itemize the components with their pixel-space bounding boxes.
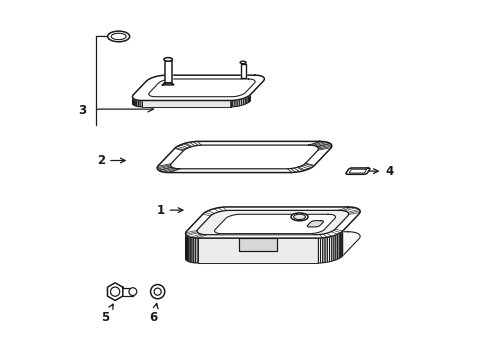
Circle shape (110, 287, 120, 296)
Polygon shape (341, 231, 342, 257)
Polygon shape (133, 98, 134, 105)
Polygon shape (329, 237, 331, 262)
Polygon shape (246, 96, 248, 103)
Polygon shape (132, 75, 264, 100)
Polygon shape (195, 238, 197, 263)
Polygon shape (164, 61, 171, 83)
Ellipse shape (293, 214, 305, 220)
Polygon shape (249, 95, 250, 102)
Text: 4: 4 (369, 165, 393, 177)
Polygon shape (244, 97, 246, 104)
Polygon shape (197, 238, 318, 263)
Polygon shape (138, 100, 140, 107)
Polygon shape (340, 232, 341, 257)
Ellipse shape (290, 213, 307, 221)
Polygon shape (230, 100, 232, 107)
Polygon shape (185, 232, 360, 263)
Polygon shape (214, 214, 335, 234)
Polygon shape (337, 234, 339, 259)
Polygon shape (306, 221, 323, 227)
Polygon shape (331, 236, 333, 261)
Text: 3: 3 (79, 104, 86, 117)
Polygon shape (325, 237, 326, 262)
Circle shape (129, 288, 137, 296)
Polygon shape (239, 99, 241, 106)
Polygon shape (197, 210, 348, 235)
Polygon shape (241, 98, 243, 105)
Polygon shape (122, 288, 133, 296)
Text: 1: 1 (156, 204, 183, 217)
Ellipse shape (111, 33, 126, 40)
Polygon shape (134, 99, 135, 106)
Polygon shape (326, 237, 329, 262)
Polygon shape (190, 237, 192, 262)
Circle shape (154, 288, 161, 295)
Polygon shape (232, 100, 234, 107)
Polygon shape (132, 98, 133, 105)
Polygon shape (339, 233, 340, 258)
Polygon shape (188, 237, 190, 262)
Polygon shape (107, 283, 122, 301)
Polygon shape (322, 238, 325, 263)
Polygon shape (345, 168, 369, 174)
Ellipse shape (240, 61, 245, 64)
Text: 5: 5 (101, 304, 113, 324)
Polygon shape (240, 64, 245, 78)
Circle shape (150, 284, 164, 299)
Ellipse shape (107, 31, 129, 42)
Polygon shape (237, 100, 239, 106)
Text: 6: 6 (149, 303, 158, 324)
Polygon shape (193, 238, 195, 263)
Polygon shape (234, 100, 237, 107)
Ellipse shape (163, 58, 172, 61)
Polygon shape (333, 235, 335, 261)
Polygon shape (239, 238, 276, 251)
Polygon shape (320, 238, 322, 263)
Polygon shape (186, 236, 187, 261)
Polygon shape (135, 100, 137, 106)
Polygon shape (187, 237, 188, 262)
Polygon shape (157, 141, 331, 172)
Polygon shape (140, 100, 142, 107)
Polygon shape (335, 234, 337, 260)
Polygon shape (137, 100, 138, 107)
Polygon shape (192, 238, 193, 263)
Polygon shape (162, 83, 173, 85)
Polygon shape (142, 100, 230, 107)
Polygon shape (243, 98, 244, 105)
Polygon shape (185, 207, 360, 238)
Text: 2: 2 (97, 154, 125, 167)
Polygon shape (318, 238, 320, 263)
Polygon shape (248, 95, 249, 103)
